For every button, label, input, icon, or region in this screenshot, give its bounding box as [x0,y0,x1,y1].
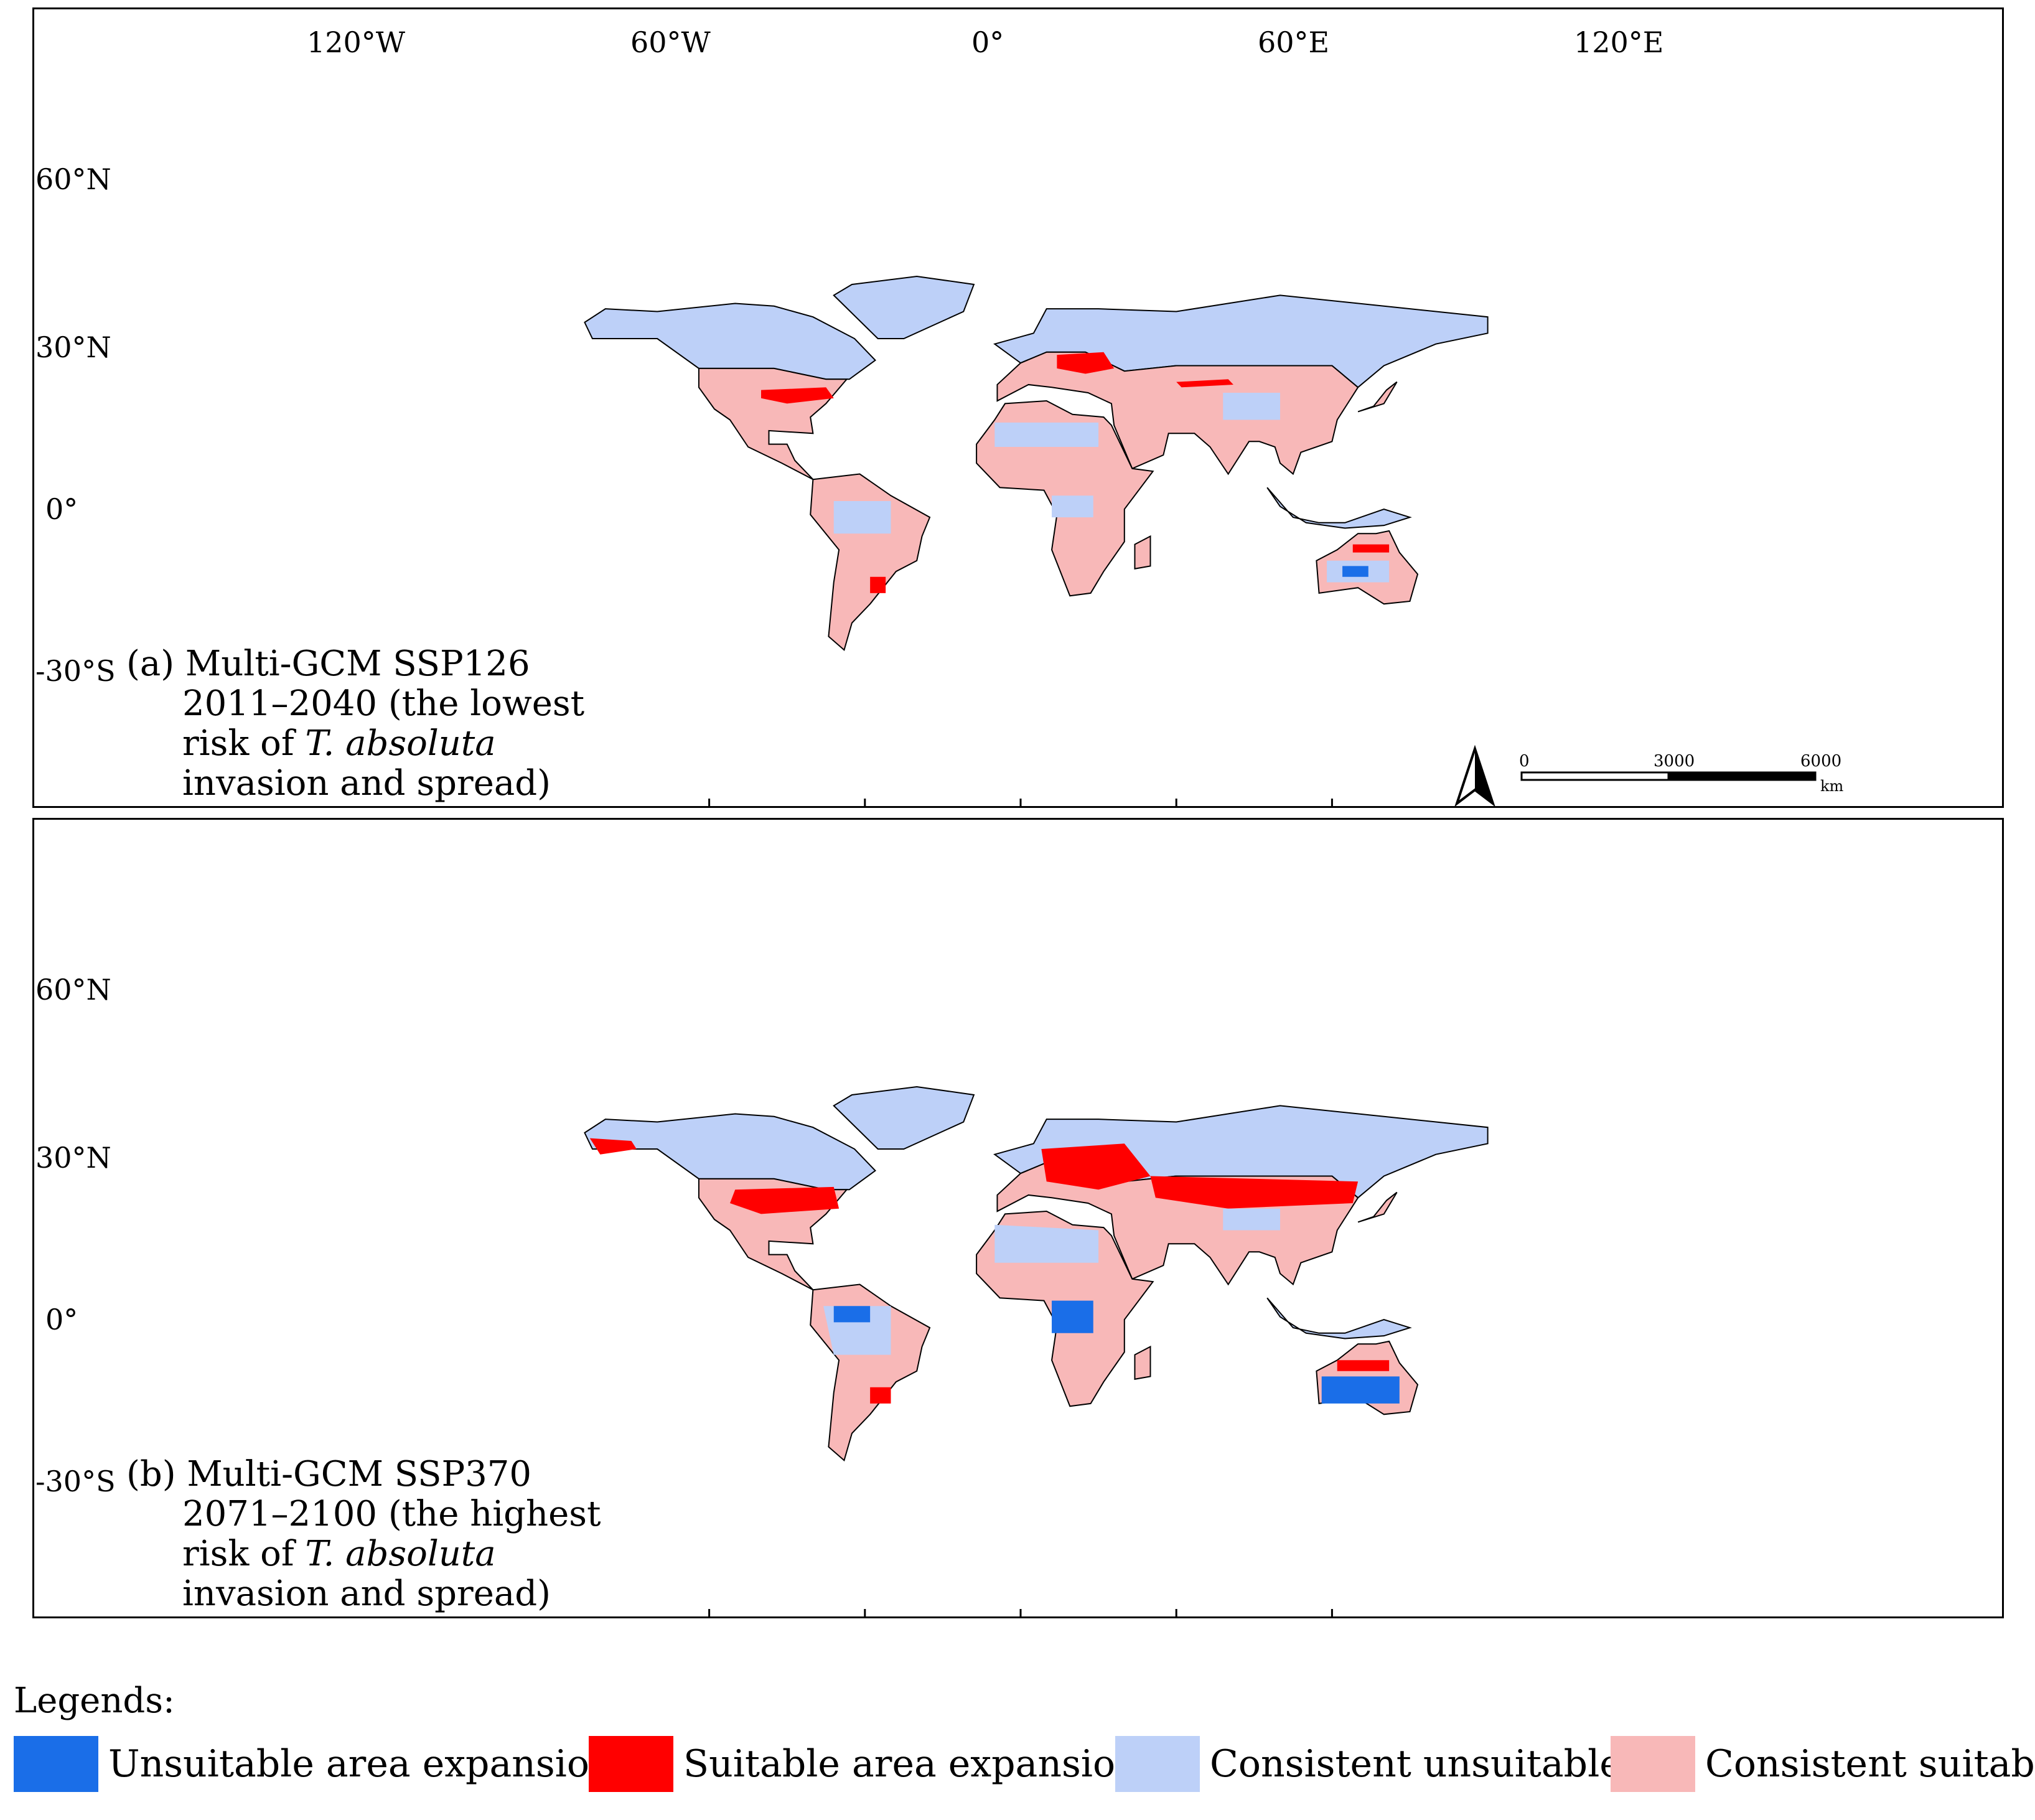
patch-congo-blue [1052,495,1093,518]
map-panel-a: 120°W 60°W 0° 60°E 120°E 60°N 30°N 0° -3… [32,7,2004,808]
patch-aus-blue-spots [1342,566,1368,577]
legend-item-consistent-unsuitable: Consistent unsuitable [1115,1733,1622,1795]
landmass-eurasia-south [996,351,1359,476]
patch-tibet-blue [1223,393,1280,420]
landmass-greenland [833,275,975,339]
landmass-south-america [810,473,931,652]
lon-label-120w: 120°W [307,26,406,59]
patch-central-asia-red [1150,1176,1359,1209]
patch-uruguay-red [870,576,886,593]
patch-usa-red-belt [761,387,834,404]
landmass-north-america-north [584,1113,876,1191]
patch-aus-interior-blue [1321,1376,1400,1404]
patch-usa-red-belt [729,1186,840,1214]
lon-label-0: 0° [971,26,1004,59]
lat-label-30s: -30°S [35,1465,116,1498]
lat-label-60n: 60°N [35,973,111,1006]
lat-label-0: 0° [45,492,78,526]
lat-label-0: 0° [45,1303,78,1336]
world-map-a [584,275,1489,806]
map-panel-b: 60°N 30°N 0° -30°S (b) Multi-GCM SSP370 … [32,818,2004,1618]
panel-b-caption: (b) Multi-GCM SSP370 2071–2100 (the high… [126,1454,601,1614]
scale-label-0: 0 [1519,752,1530,771]
lon-label-60e: 60°E [1258,26,1330,59]
panel-a-caption: (a) Multi-GCM SSP126 2011–2040 (the lowe… [126,644,585,804]
patch-aus-north-red [1337,1360,1390,1371]
legend-label: Unsuitable area expansion [108,1742,614,1786]
landmass-north-america-north [584,303,876,380]
patch-alaska-red [589,1138,637,1155]
legend-label: Consistent unsuitable [1210,1742,1622,1786]
landmass-southeast-asia [1266,487,1412,529]
patch-uruguay-red [870,1387,891,1404]
patch-sahara-blue [994,1224,1099,1263]
patch-central-asia-red [1176,379,1233,388]
legend-swatch [1115,1736,1200,1792]
lon-label-60w: 60°W [630,26,711,59]
patch-tibet-blue [1223,1208,1280,1231]
patch-east-europe-red [1041,1143,1151,1190]
legend-item-unsuitable-expansion: Unsuitable area expansion [14,1733,614,1795]
lat-label-30n: 30°N [35,1141,111,1175]
scale-label-6000: 6000 [1800,752,1841,771]
lat-label-60n: 60°N [35,162,111,196]
lon-label-120e: 120°E [1574,26,1664,59]
legend-label: Consistent suitable [1705,1742,2035,1786]
patch-congo-blue [1052,1300,1093,1333]
patch-amazon-blue [833,501,891,534]
landmass-southeast-asia [1266,1297,1412,1339]
landmass-greenland [833,1086,975,1150]
patch-aus-north-red [1352,544,1390,553]
north-arrow-icon [1454,744,1495,806]
legend-swatch [1611,1736,1695,1792]
landmass-japan [1357,1191,1398,1223]
patch-amazon-blue-spots [833,1306,871,1323]
scale-bar: 0 3000 6000 km [1519,752,1844,795]
landmass-north-america-south [698,367,848,481]
landmass-madagascar [1134,1345,1151,1380]
landmass-japan [1357,381,1398,413]
legend-label: Suitable area expansion [683,1742,1139,1786]
lat-label-30n: 30°N [35,331,111,364]
legend: Unsuitable area expansion Suitable area … [14,1733,2035,1795]
lat-label-30s: -30°S [35,654,116,688]
landmass-madagascar [1134,535,1151,570]
patch-east-europe-red [1057,352,1115,374]
world-map-b [584,1086,1489,1616]
scale-label-3000: 3000 [1654,752,1695,771]
legend-title: Legends: [14,1681,175,1721]
legend-item-consistent-suitable: Consistent suitable [1611,1733,2035,1795]
legend-swatch [589,1736,673,1792]
scale-unit: km [1820,777,1844,795]
legend-swatch [14,1736,98,1792]
patch-sahara-blue [994,422,1099,447]
legend-item-suitable-expansion: Suitable area expansion [589,1733,1139,1795]
